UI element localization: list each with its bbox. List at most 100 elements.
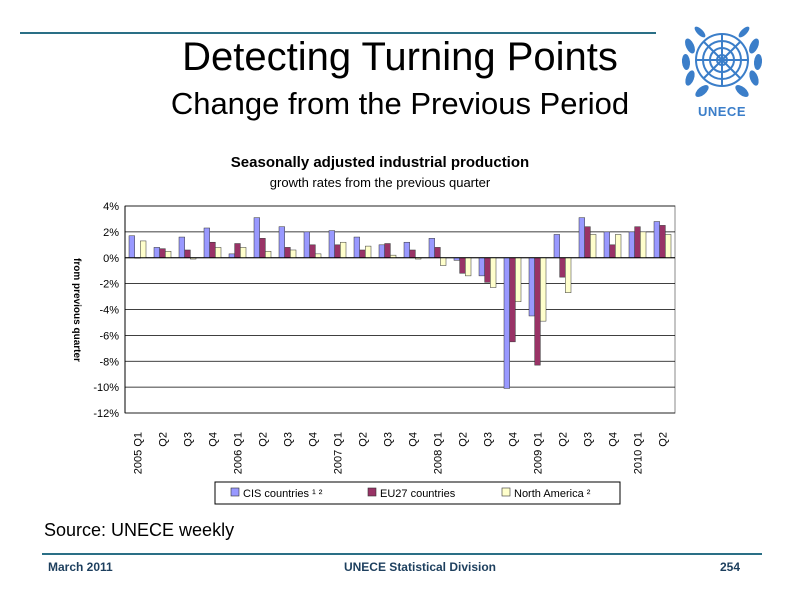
bar bbox=[259, 238, 266, 258]
legend-label: CIS countries ¹ ² bbox=[243, 488, 323, 500]
slide-title: Detecting Turning Points bbox=[182, 35, 618, 79]
x-tick-label: 2007 Q1 bbox=[333, 432, 345, 474]
bar bbox=[353, 236, 360, 259]
bar bbox=[384, 243, 391, 259]
un-emblem-icon bbox=[681, 26, 763, 97]
bar bbox=[484, 257, 491, 283]
bar bbox=[290, 249, 297, 259]
bar bbox=[240, 247, 247, 258]
bar bbox=[609, 244, 616, 258]
x-tick-label: Q3 bbox=[483, 432, 495, 447]
y-tick-label: 0% bbox=[103, 253, 119, 265]
bar bbox=[459, 257, 466, 274]
bar bbox=[334, 244, 341, 258]
bar bbox=[509, 257, 516, 343]
bar bbox=[634, 226, 641, 258]
legend-label: North America ² bbox=[514, 488, 591, 500]
x-tick-label: Q3 bbox=[283, 432, 295, 447]
bar bbox=[340, 241, 347, 259]
bar bbox=[540, 257, 547, 322]
bar bbox=[253, 217, 260, 259]
bar bbox=[490, 257, 497, 288]
y-tick-label: -4% bbox=[99, 305, 119, 317]
bar bbox=[303, 231, 310, 258]
bar bbox=[428, 238, 435, 258]
bar bbox=[159, 248, 166, 259]
y-tick-label: -12% bbox=[93, 408, 119, 420]
y-tick-label: -8% bbox=[99, 356, 119, 368]
bar bbox=[184, 249, 191, 259]
legend-swatch bbox=[230, 487, 240, 497]
y-tick-labels: 4% 2% 0% -2% -4% -6% -8% -10% -12% bbox=[93, 201, 119, 420]
bar bbox=[584, 226, 591, 258]
y-tick-label: 4% bbox=[103, 201, 119, 213]
bar bbox=[165, 251, 172, 258]
bar bbox=[528, 257, 535, 317]
x-tick-label: Q4 bbox=[308, 432, 320, 447]
x-tick-label: 2005 Q1 bbox=[133, 432, 145, 474]
bar bbox=[434, 247, 441, 258]
bar bbox=[603, 231, 610, 258]
x-tick-label: Q3 bbox=[183, 432, 195, 447]
bar bbox=[315, 253, 322, 258]
top-rule bbox=[20, 32, 656, 34]
x-tick-label: Q4 bbox=[208, 432, 220, 447]
unece-logo: UNECE bbox=[676, 16, 768, 124]
bar bbox=[559, 257, 566, 278]
bar bbox=[478, 257, 485, 277]
bar bbox=[228, 253, 235, 258]
legend-swatch bbox=[501, 487, 511, 497]
page-number: 254 bbox=[719, 560, 740, 574]
legend-swatch bbox=[367, 487, 377, 497]
bar bbox=[628, 231, 635, 258]
bar bbox=[178, 236, 185, 259]
legend-box bbox=[214, 481, 621, 505]
x-tick-label: 2010 Q1 bbox=[633, 432, 645, 474]
chart-title: Seasonally adjusted industrial productio… bbox=[230, 154, 530, 171]
bar bbox=[515, 257, 522, 302]
bar bbox=[378, 244, 385, 258]
x-tick-label: Q2 bbox=[158, 432, 170, 447]
x-tick-label: Q4 bbox=[408, 432, 420, 447]
axes bbox=[124, 206, 675, 413]
x-tick-label: Q4 bbox=[508, 432, 520, 447]
x-tick-label: Q3 bbox=[383, 432, 395, 447]
y-tick-label: 2% bbox=[103, 227, 119, 239]
y-axis-label: from previous quarter bbox=[71, 258, 82, 362]
bar bbox=[503, 257, 510, 389]
bar bbox=[659, 225, 666, 258]
bar bbox=[153, 247, 160, 258]
slide-subtitle: Change from the Previous Period bbox=[170, 86, 630, 121]
bar bbox=[234, 243, 241, 259]
x-tick-label: Q2 bbox=[458, 432, 470, 447]
bottom-rule bbox=[42, 553, 762, 555]
footer-date: March 2011 bbox=[48, 560, 113, 574]
bar bbox=[534, 257, 541, 366]
y-axis-label-group: from previous quarter bbox=[71, 258, 82, 362]
bar bbox=[565, 257, 572, 293]
bar bbox=[215, 247, 222, 258]
bar bbox=[309, 244, 316, 258]
x-tick-label: Q2 bbox=[558, 432, 570, 447]
y-tick-label: -6% bbox=[99, 330, 119, 342]
bar bbox=[553, 234, 560, 258]
bar bbox=[265, 251, 272, 258]
y-tick-label: -2% bbox=[99, 279, 119, 291]
bar bbox=[203, 227, 210, 258]
bar bbox=[640, 231, 647, 258]
x-tick-label: Q3 bbox=[583, 432, 595, 447]
logo-text: UNECE bbox=[697, 104, 746, 119]
chart-subtitle: growth rates from the previous quarter bbox=[269, 175, 491, 190]
bar bbox=[665, 234, 672, 258]
bar bbox=[409, 249, 416, 259]
bar bbox=[284, 247, 291, 258]
bar bbox=[578, 217, 585, 259]
bar bbox=[615, 234, 622, 258]
bar bbox=[328, 230, 335, 259]
bar bbox=[465, 257, 472, 277]
legend-label: EU27 countries bbox=[380, 488, 456, 500]
bar bbox=[209, 241, 216, 259]
bar bbox=[590, 234, 597, 258]
x-tick-label: Q2 bbox=[258, 432, 270, 447]
